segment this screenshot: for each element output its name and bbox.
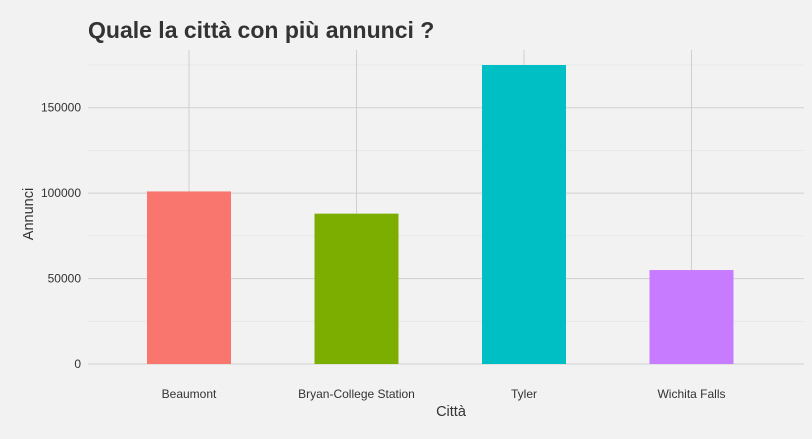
x-axis-ticks: Beaumont Bryan-College Station Tyler Wichit… [162, 387, 726, 401]
y-tick-label: 0 [74, 357, 81, 371]
x-tick-label: Beaumont [162, 387, 217, 401]
y-tick-label: 150000 [41, 101, 81, 115]
y-tick-label: 100000 [41, 186, 81, 200]
y-tick-label: 50000 [48, 272, 82, 286]
x-axis-title: Città [436, 404, 467, 420]
x-tick-label: Tyler [511, 387, 537, 401]
x-tick-label: Bryan-College Station [298, 387, 415, 401]
y-axis-title: Annunci [21, 188, 37, 240]
x-tick-label: Wichita Falls [657, 387, 725, 401]
bar-bryan-college-station [314, 213, 399, 364]
bars [147, 65, 734, 364]
bar-tyler [482, 65, 566, 364]
bar-wichita-falls [649, 270, 734, 364]
chart-title: Quale la città con più annunci ? [88, 17, 434, 43]
y-axis-ticks: 0 50000 100000 150000 [41, 101, 81, 371]
bar-beaumont [147, 191, 231, 364]
